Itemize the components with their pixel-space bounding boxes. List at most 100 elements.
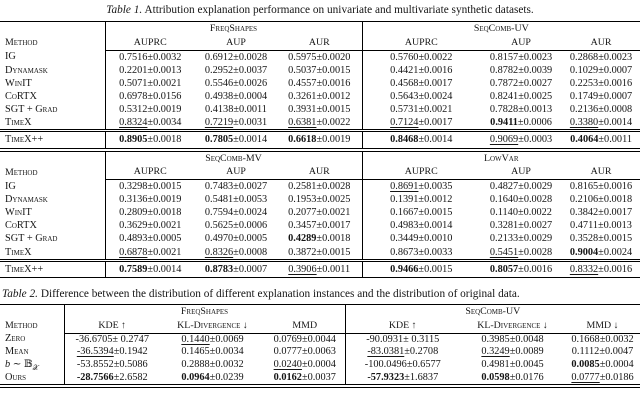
value-main: 0.7872 [489, 77, 519, 89]
value-main: 0.3136 [119, 194, 148, 206]
value-main: 0.5643 [390, 90, 419, 102]
value-cell: 0.7872±0.0027 [480, 77, 562, 90]
value-cell: 0.8468±0.0014 [361, 129, 481, 149]
table-row-sgt-grad: SGT + Grad 0.4893±0.0005 0.4970±0.0005 0.42… [0, 232, 640, 246]
paper-page: Table 1. Attribution explanation perform… [0, 4, 640, 389]
table-row-dynamask: Dynamask 0.3136±0.0019 0.5481±0.0053 0.1953… [0, 193, 640, 207]
table1-subtable-bottom: Method SeqComb-MV LowVar AUPRC AUP AUR AUPRC AU… [0, 150, 640, 279]
value-cell: 0.4421±0.0016 [361, 63, 481, 77]
column-header-mmd: MMD ↓ [565, 318, 640, 334]
table-body: IG 0.7516±0.0032 0.6912±0.0028 0.5975±0.002… [0, 50, 640, 149]
column-header-kl-divergence: KL-Divergence ↓ [160, 318, 265, 334]
value-error: ±0.0069 [209, 333, 244, 345]
value-main: -36.5394 [76, 346, 114, 358]
method-cell: TimeX++ [0, 258, 106, 278]
method-cell: IG [0, 179, 106, 194]
value-cell: 0.0769±0.0044 [265, 333, 345, 346]
value-main: 0.7219 [204, 116, 234, 128]
column-header-method: Method [0, 21, 106, 50]
value-error: ±0.0029 [518, 233, 553, 245]
value-cell: -53.8552±0.5086 [64, 359, 160, 372]
value-main: 0.7828 [489, 103, 519, 115]
value-main: 0.8783 [204, 263, 234, 275]
value-cell: 0.1465±0.0034 [160, 346, 265, 359]
value-main: 0.1440 [181, 333, 210, 345]
table2-caption-label: Table 2. [2, 288, 38, 301]
value-main: 0.6618 [288, 134, 317, 146]
value-error: ±0.0011 [598, 134, 632, 146]
value-main: 0.2868 [569, 51, 599, 63]
group-header-lowvar: LowVar [361, 151, 640, 166]
value-cell: 0.2253±0.0016 [562, 77, 640, 90]
value-main: 0.7589 [119, 263, 148, 275]
column-header-auprc: AUPRC [105, 165, 195, 181]
value-main: 0.4421 [390, 64, 419, 76]
value-cell: 0.9004±0.0024 [562, 246, 640, 261]
value-cell: 0.3906±0.0011 [277, 258, 362, 278]
value-cell: 0.8241±0.0025 [480, 90, 562, 103]
table2-caption-text: Difference between the distribution of d… [40, 288, 520, 301]
table-row-b-sample-baseline: b ∼ 𝔹𝒳 -53.8552±0.5086 0.2888±0.0032 0.0240… [0, 359, 640, 372]
group-header-seqcomb-uv: SeqComb-UV [344, 304, 640, 319]
value-main: 0.0085 [571, 359, 600, 371]
value-error: ±0.0013 [597, 220, 632, 232]
value-main: 0.1749 [569, 90, 599, 102]
value-error: ±0.0014 [418, 134, 453, 146]
value-main: 0.8782 [489, 64, 519, 76]
method-cell: SGT + Grad [0, 232, 106, 246]
value-error: ±0.0005 [233, 233, 268, 245]
value-error: ±0.0044 [301, 333, 336, 345]
value-main: 0.0240 [273, 359, 302, 371]
value-main: 0.3872 [288, 246, 317, 258]
table1-section-seqcomb-mv-lowvar: Method SeqComb-MV LowVar AUPRC AUP AUR AUPRC AU… [0, 150, 640, 279]
value-main: 0.8057 [489, 263, 519, 275]
value-cell: 0.6618±0.0019 [277, 129, 363, 149]
value-cell: 0.8332±0.0016 [562, 258, 640, 278]
value-error: ±0.0032 [209, 359, 244, 371]
value-error: ±0.0021 [316, 207, 351, 219]
value-error: ±0.0024 [233, 207, 268, 219]
value-cell: 0.1667±0.0015 [361, 206, 480, 220]
value-error: ±0.0014 [147, 263, 182, 275]
value-error: ±0.0047 [599, 346, 634, 358]
value-main: 0.8905 [119, 134, 148, 146]
value-main: 0.8468 [390, 134, 419, 146]
column-header-aur: AUR [562, 35, 640, 51]
value-cell: 0.0162±0.0037 [265, 372, 345, 387]
value-error: ±2.6582 [113, 371, 148, 383]
value-cell: 0.7219±0.0031 [195, 116, 277, 131]
value-cell: 0.4981±0.0045 [460, 359, 565, 372]
value-main: 0.6878 [119, 246, 148, 258]
value-error: ±0.0039 [518, 64, 553, 76]
value-cell: 0.0085±0.0004 [565, 359, 640, 372]
column-header-method: Method [0, 151, 106, 180]
method-cell: Dynamask [0, 193, 106, 207]
table1-caption: Table 1. Attribution explanation perform… [2, 4, 638, 17]
value-main: 0.8241 [489, 90, 519, 102]
value-error: ±0.0017 [598, 207, 633, 219]
value-error: ±0.0015 [147, 181, 182, 193]
value-error: ±0.0007 [598, 64, 633, 76]
value-main: 0.5546 [204, 77, 234, 89]
table-row-ours: Ours -28.7566±2.6582 0.0964±0.0239 0.0162±0… [0, 371, 640, 387]
column-header-aup: AUP [480, 165, 562, 181]
value-main: 0.9004 [569, 246, 599, 258]
value-error: ±0.0019 [147, 194, 182, 206]
value-cell: 0.8326±0.0008 [195, 246, 277, 261]
value-main: 0.2809 [119, 207, 148, 219]
value-main: 0.5625 [204, 220, 234, 232]
value-cell: 0.7805±0.0014 [195, 129, 277, 149]
value-error: ±0.0019 [316, 134, 351, 146]
value-error: ±0.0026 [233, 77, 268, 89]
value-error: ±0.0037 [301, 371, 336, 383]
value-main: 0.3249 [481, 346, 510, 358]
value-error: ±0.0017 [418, 77, 453, 89]
value-cell: 0.6978±0.0156 [105, 90, 195, 103]
table1-subtable-top: Method FreqShapes SeqComb-UV AUPRC AUP AUR AUP… [0, 21, 640, 149]
value-cell: 0.3528±0.0015 [562, 232, 640, 245]
value-error: ±0.0015 [316, 103, 351, 115]
value-error: ±0.0029 [518, 181, 553, 193]
value-error: ±0.0031 [233, 116, 268, 128]
value-error: ±0.0022 [517, 207, 552, 219]
value-main: 0.2106 [569, 194, 599, 206]
